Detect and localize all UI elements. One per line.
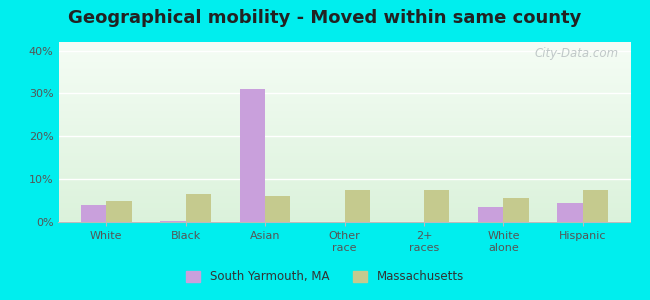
Bar	[160, 221, 186, 222]
Bar	[424, 190, 449, 222]
Bar	[106, 201, 131, 222]
Bar	[81, 205, 106, 222]
Bar	[344, 190, 370, 222]
Bar	[265, 196, 291, 222]
Bar	[186, 194, 211, 222]
Bar	[503, 198, 529, 222]
Bar	[583, 190, 608, 222]
Text: Geographical mobility - Moved within same county: Geographical mobility - Moved within sam…	[68, 9, 582, 27]
Bar	[558, 203, 583, 222]
Text: City-Data.com: City-Data.com	[535, 47, 619, 60]
Bar	[478, 207, 503, 222]
Bar	[240, 89, 265, 222]
Legend: South Yarmouth, MA, Massachusetts: South Yarmouth, MA, Massachusetts	[181, 266, 469, 288]
